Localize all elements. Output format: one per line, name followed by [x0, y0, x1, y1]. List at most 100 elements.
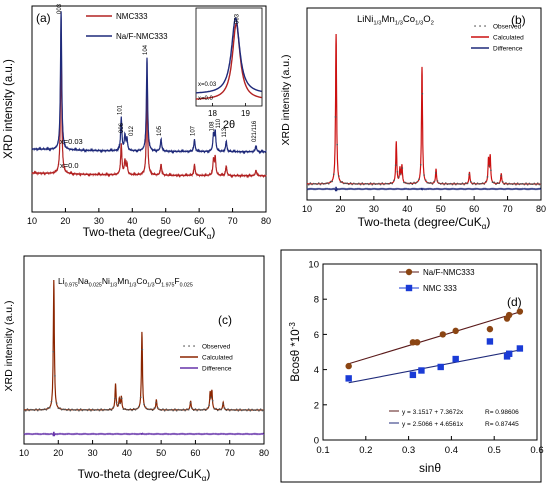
x-tick-label: 70: [503, 204, 513, 214]
data-point: [439, 331, 447, 338]
chart-title-part: 1/3: [415, 21, 424, 27]
fit-line: [348, 349, 520, 384]
legend-label: NMC 333: [423, 284, 457, 293]
fit-line: [348, 311, 521, 365]
data-point: [345, 362, 352, 370]
series-label: x=0.0: [60, 161, 79, 170]
inset-x-tick-label: 19: [241, 109, 250, 118]
chart-title-part: Co: [403, 14, 415, 25]
x-tick-label: 40: [127, 216, 137, 226]
fit-equation: y = 3.1517 + 7.3672x: [402, 409, 464, 416]
x-axis-label: Two-theta (degree/CuKα): [78, 467, 211, 483]
peak-label: 003: [57, 3, 63, 14]
xrd-panel-a: x=0.0 x=0.03 003 101 006 012 104 105 107 108 11011…: [3, 3, 271, 240]
legend-label: NMC333: [116, 12, 148, 21]
x-tick-label: 20: [60, 216, 70, 226]
x-tick-label: 20: [335, 204, 345, 214]
chart-title-part: 1.975: [161, 283, 174, 289]
pattern-line: [31, 11, 267, 155]
x-tick-label: 10: [19, 448, 29, 458]
chart-title-part: Na: [78, 276, 89, 286]
y-tick-label: 8: [314, 295, 319, 306]
xrd-panel-c: ObservedCalculatedDifferenceLi0.975Na0.0…: [3, 255, 269, 483]
y-axis-label-sup: -3: [288, 322, 297, 330]
data-point: [413, 339, 421, 346]
chart-title-part: 1/3: [373, 21, 382, 27]
data-point: [418, 367, 425, 374]
x-tick-label: 0.5: [488, 445, 501, 456]
xrd-panel-b: ObservedCalculatedDifferenceLiNi1/3Mn1/3…: [280, 7, 546, 231]
chart-title-part: O: [155, 276, 162, 286]
x-tick-label: 60: [469, 204, 479, 214]
data-point: [505, 350, 513, 357]
williamson-hall-panel-d: 0 2 4 6 8 10 0.1 0.2 0.3 0.4 0.5 0.6 Na/F-NMC333 y = …: [280, 249, 544, 483]
chart-title-part: LiNi: [357, 14, 373, 25]
chart-title-part: 1/3: [147, 283, 154, 289]
plot-frame: [31, 5, 267, 213]
y-axis-label-main: Bcosθ *10: [290, 329, 302, 381]
legend-marker: [405, 268, 413, 276]
y-tick-label: 2: [314, 400, 319, 411]
peak-label: 104: [143, 44, 149, 55]
x-axis-label-sub: α: [482, 222, 487, 231]
data-point: [452, 327, 459, 335]
inset-x-axis-label: 2θ: [223, 119, 235, 131]
chart-title-part: Ni: [102, 276, 110, 286]
difference-line: [306, 186, 542, 192]
legend-label: Difference: [493, 46, 523, 53]
calculated-line: [307, 33, 541, 185]
peak-label: 006: [119, 122, 125, 133]
chart-title-part: 1/3: [129, 283, 136, 289]
panel-label: (a): [36, 11, 51, 25]
peak-label: 105: [157, 125, 163, 136]
y-tick-label: 6: [314, 330, 319, 341]
x-axis-label: Two-theta (degree/CuKα): [358, 215, 491, 231]
x-tick-label: 0.1: [316, 445, 329, 456]
inset-series-label: x=0.0: [198, 96, 214, 102]
data-point: [437, 363, 444, 371]
data-point: [486, 338, 494, 345]
chart-title: LiNi1/3Mn1/3Co1/3O2: [357, 14, 434, 27]
x-tick-label: 30: [88, 448, 98, 458]
x-axis-label: sinθ: [419, 461, 441, 475]
x-tick-label: 0.3: [402, 445, 415, 456]
chart-title-part: 2: [431, 21, 434, 27]
x-tick-label: 40: [402, 204, 412, 214]
chart-title-part: Mn: [117, 276, 129, 286]
y-axis-label: XRD intensity (a.u.): [3, 300, 15, 391]
x-tick-label: 60: [194, 216, 204, 226]
data-point: [452, 355, 459, 363]
chart-title-part: Li: [58, 276, 65, 286]
x-axis-label-main: Two-theta (degree/CuK: [83, 225, 207, 239]
chart-title-part: Mn: [382, 14, 395, 25]
x-tick-label: 70: [228, 216, 238, 226]
y-axis-label: Bcosθ *10-3: [288, 322, 302, 382]
chart-title-part: Co: [136, 276, 147, 286]
y-tick-label: 4: [314, 365, 319, 376]
chart-title-part: 0.025: [180, 283, 193, 289]
inset-frame: [195, 7, 263, 107]
data-point: [409, 371, 417, 379]
x-tick-label: 50: [161, 216, 171, 226]
inset-peak-label: 003: [234, 13, 240, 24]
legend-label: Observed: [202, 344, 231, 351]
y-axis-label: XRD intensity (a.u.): [280, 54, 292, 145]
legend-label: Difference: [202, 366, 232, 373]
inset-line: [196, 22, 262, 100]
plot-frame: [322, 263, 538, 441]
peak-label: 107: [190, 125, 196, 136]
x-tick-label: 30: [369, 204, 379, 214]
series-label: x=0.03: [60, 137, 83, 146]
peak-label: 113: [222, 127, 228, 137]
peak-label: 021/116: [252, 120, 258, 142]
x-tick-label: 50: [156, 448, 166, 458]
data-point: [516, 345, 524, 352]
data-point: [516, 308, 524, 315]
x-tick-label: 10: [27, 216, 37, 226]
panel-label: (c): [218, 313, 232, 327]
panel-border: [280, 249, 542, 483]
x-tick-label: 40: [122, 448, 132, 458]
y-axis-label: XRD intensity (a.u.): [3, 59, 15, 159]
legend-label: Observed: [493, 24, 522, 31]
inset-x-tick-label: 18: [208, 109, 217, 118]
